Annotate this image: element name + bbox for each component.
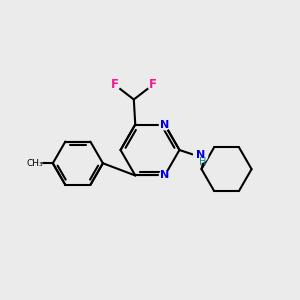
Text: H: H [199, 157, 206, 167]
Circle shape [148, 80, 158, 90]
Circle shape [29, 157, 42, 170]
Text: N: N [160, 170, 169, 181]
Circle shape [159, 119, 170, 130]
Text: F: F [149, 78, 157, 91]
Text: F: F [111, 78, 119, 91]
Circle shape [110, 80, 120, 90]
Text: N: N [160, 119, 169, 130]
Text: N: N [196, 150, 205, 160]
Circle shape [159, 170, 170, 181]
Text: CH₃: CH₃ [27, 159, 44, 168]
Circle shape [194, 148, 208, 162]
